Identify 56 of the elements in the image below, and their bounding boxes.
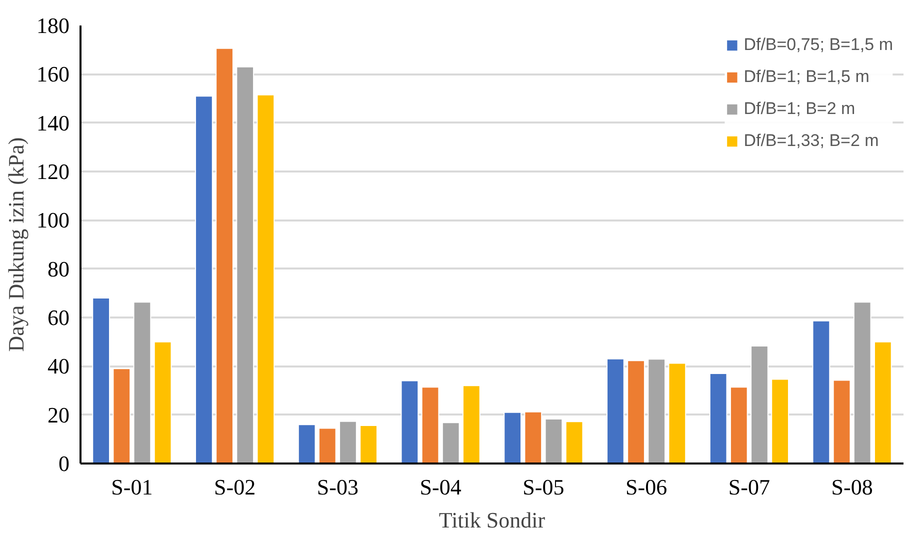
bar (133, 302, 152, 464)
bar (360, 425, 378, 464)
x-tick-label: S-03 (316, 474, 358, 500)
y-tick-label: 160 (36, 62, 70, 87)
bar (832, 380, 851, 464)
y-tick-label: 40 (48, 354, 70, 379)
y-tick-label: 0 (58, 451, 70, 476)
y-tick-label: 180 (36, 13, 70, 38)
bar (318, 428, 336, 464)
bar (524, 411, 542, 464)
legend-label: Df/B=0,75; B=1,5 m (744, 35, 893, 55)
y-tick-label: 80 (48, 256, 70, 282)
bar (462, 385, 480, 464)
bar (874, 341, 892, 464)
x-tick-label: S-04 (420, 474, 462, 500)
y-tick-label: 100 (36, 208, 70, 233)
bar (236, 66, 254, 464)
bar (400, 380, 419, 464)
bar (565, 421, 584, 464)
x-tick-label: S-07 (728, 474, 770, 500)
bar (112, 368, 131, 464)
bar (750, 345, 768, 464)
x-tick-label: S-06 (626, 474, 668, 500)
bar (709, 372, 728, 464)
bar (730, 386, 748, 464)
bar (853, 302, 872, 464)
legend-label: Df/B=1,33; B=2 m (744, 131, 879, 151)
bar (216, 48, 234, 464)
y-axis-title: Daya Dukung izin (kPa) (4, 137, 28, 352)
y-tick-label: 140 (36, 110, 70, 136)
bar (627, 360, 645, 464)
bar (771, 378, 789, 464)
y-tick-label: 20 (48, 402, 70, 428)
x-tick-label: S-08 (831, 474, 873, 500)
bar (648, 358, 666, 464)
legend-label: Df/B=1; B=1,5 m (744, 67, 870, 87)
bar (668, 362, 686, 464)
bar (442, 422, 460, 464)
y-tick-label: 120 (36, 159, 70, 184)
bar (92, 298, 110, 464)
legend-label: Df/B=1; B=2 m (744, 99, 856, 119)
bar (195, 96, 213, 464)
bar (339, 420, 357, 464)
y-tick-label: 60 (48, 305, 70, 330)
bar (421, 386, 440, 464)
bar (504, 412, 522, 464)
bar (812, 320, 830, 464)
bar (606, 358, 624, 464)
x-tick-label: S-02 (214, 474, 256, 500)
bar (256, 94, 275, 464)
x-tick-label: S-01 (111, 474, 153, 500)
bar (544, 418, 563, 464)
x-axis-title: Titik Sondir (438, 508, 546, 532)
bar (154, 341, 172, 464)
bar (298, 424, 316, 464)
x-tick-label: S-05 (522, 474, 564, 500)
